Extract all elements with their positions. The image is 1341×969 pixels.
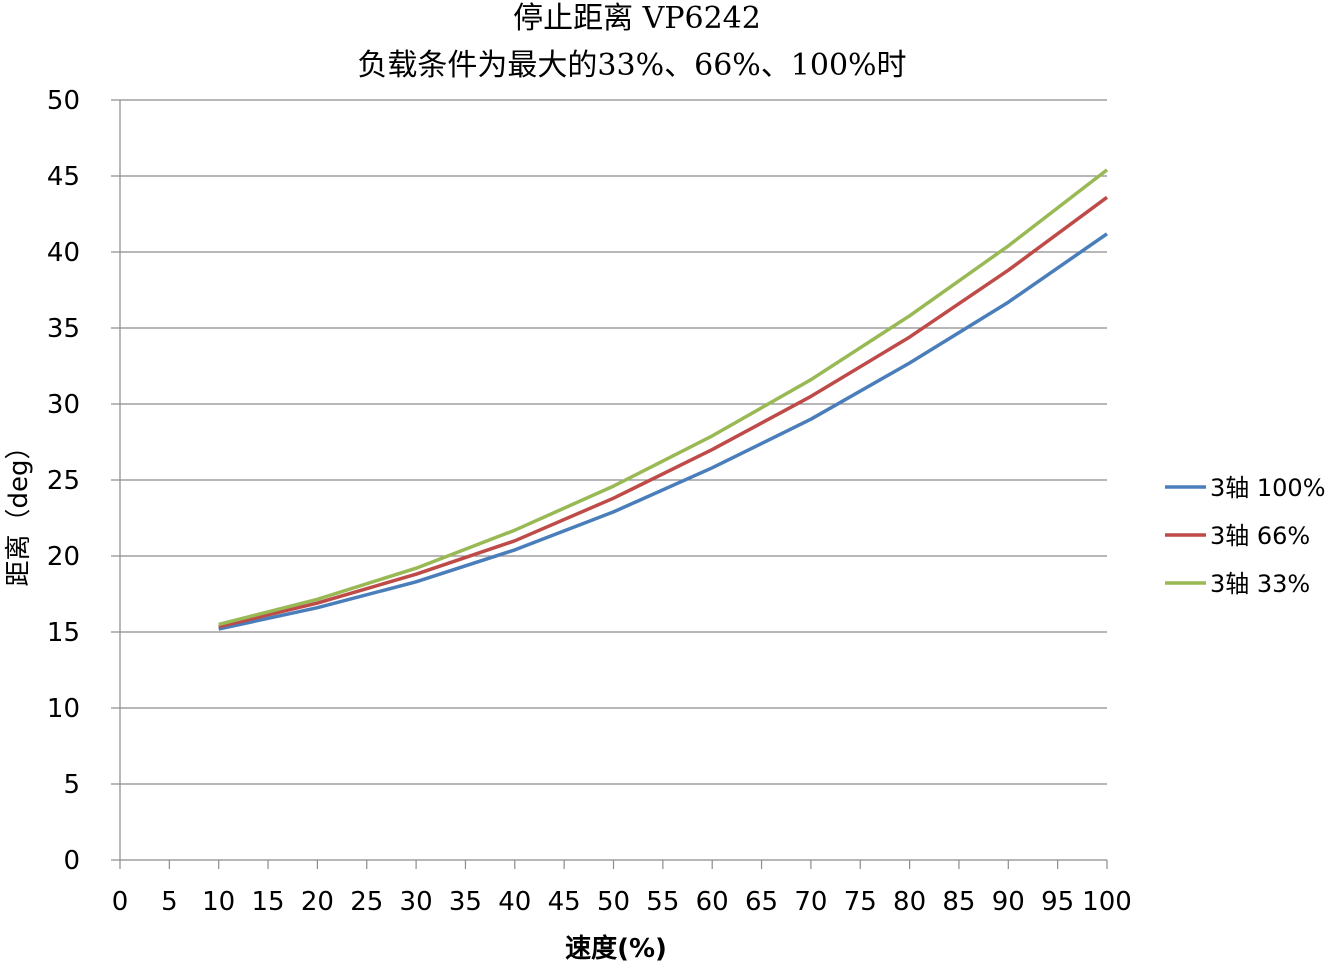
x-tick-label: 30 xyxy=(400,887,433,917)
legend-label: 3轴 66% xyxy=(1210,522,1310,550)
chart-subtitle: 负载条件为最大的33%、66%、100%时 xyxy=(357,48,906,83)
legend: 3轴 100% 3轴 66% 3轴 33% xyxy=(1165,474,1326,598)
x-tick-label: 20 xyxy=(301,887,334,917)
legend-label: 3轴 33% xyxy=(1210,570,1310,598)
axes xyxy=(111,99,1108,869)
gridlines xyxy=(120,99,1107,785)
x-tick-label: 40 xyxy=(498,887,531,917)
y-tick-label: 0 xyxy=(63,846,80,876)
x-tick-label: 75 xyxy=(844,887,877,917)
series-lines xyxy=(218,168,1109,631)
y-tick-label: 15 xyxy=(47,618,80,648)
x-tick-label: 0 xyxy=(112,887,129,917)
x-tick-label: 55 xyxy=(646,887,679,917)
y-tick-label: 5 xyxy=(63,770,80,800)
y-tick-label: 40 xyxy=(47,238,80,268)
x-axis-title: 速度(%) xyxy=(565,933,667,964)
y-tick-label: 45 xyxy=(47,162,80,192)
x-tick-label: 95 xyxy=(1041,887,1074,917)
x-tick-label: 25 xyxy=(350,887,383,917)
y-axis-title: 距离（deg） xyxy=(4,433,34,586)
x-tick-label: 50 xyxy=(597,887,630,917)
x-tick-label: 10 xyxy=(202,887,235,917)
series-line-3 xyxy=(218,168,1109,627)
x-tick-label: 85 xyxy=(942,887,975,917)
x-tick-label: 90 xyxy=(992,887,1025,917)
y-tick-label: 35 xyxy=(47,314,80,344)
x-tick-label: 65 xyxy=(745,887,778,917)
tick-labels: 0 5 10 15 20 25 30 35 40 45 50 0 5 10 15 20 25 30 35 40 45 50… xyxy=(47,86,1132,917)
y-tick-label: 10 xyxy=(47,694,80,724)
series-line-1 xyxy=(218,232,1108,631)
x-tick-label: 80 xyxy=(893,887,926,917)
x-tick-label: 70 xyxy=(794,887,827,917)
chart-title: 停止距离 VP6242 xyxy=(513,1,761,36)
y-tick-label: 50 xyxy=(47,86,80,116)
x-tick-label: 5 xyxy=(161,887,178,917)
x-tick-label: 35 xyxy=(449,887,482,917)
x-tick-label: 100 xyxy=(1082,887,1132,917)
y-tick-label: 30 xyxy=(47,390,80,420)
legend-label: 3轴 100% xyxy=(1210,474,1326,502)
series-line-2 xyxy=(218,195,1109,629)
x-tick-label: 45 xyxy=(548,887,581,917)
x-tick-label: 15 xyxy=(252,887,285,917)
y-tick-label: 20 xyxy=(47,542,80,572)
y-tick-label: 25 xyxy=(47,466,80,496)
x-tick-label: 60 xyxy=(696,887,729,917)
